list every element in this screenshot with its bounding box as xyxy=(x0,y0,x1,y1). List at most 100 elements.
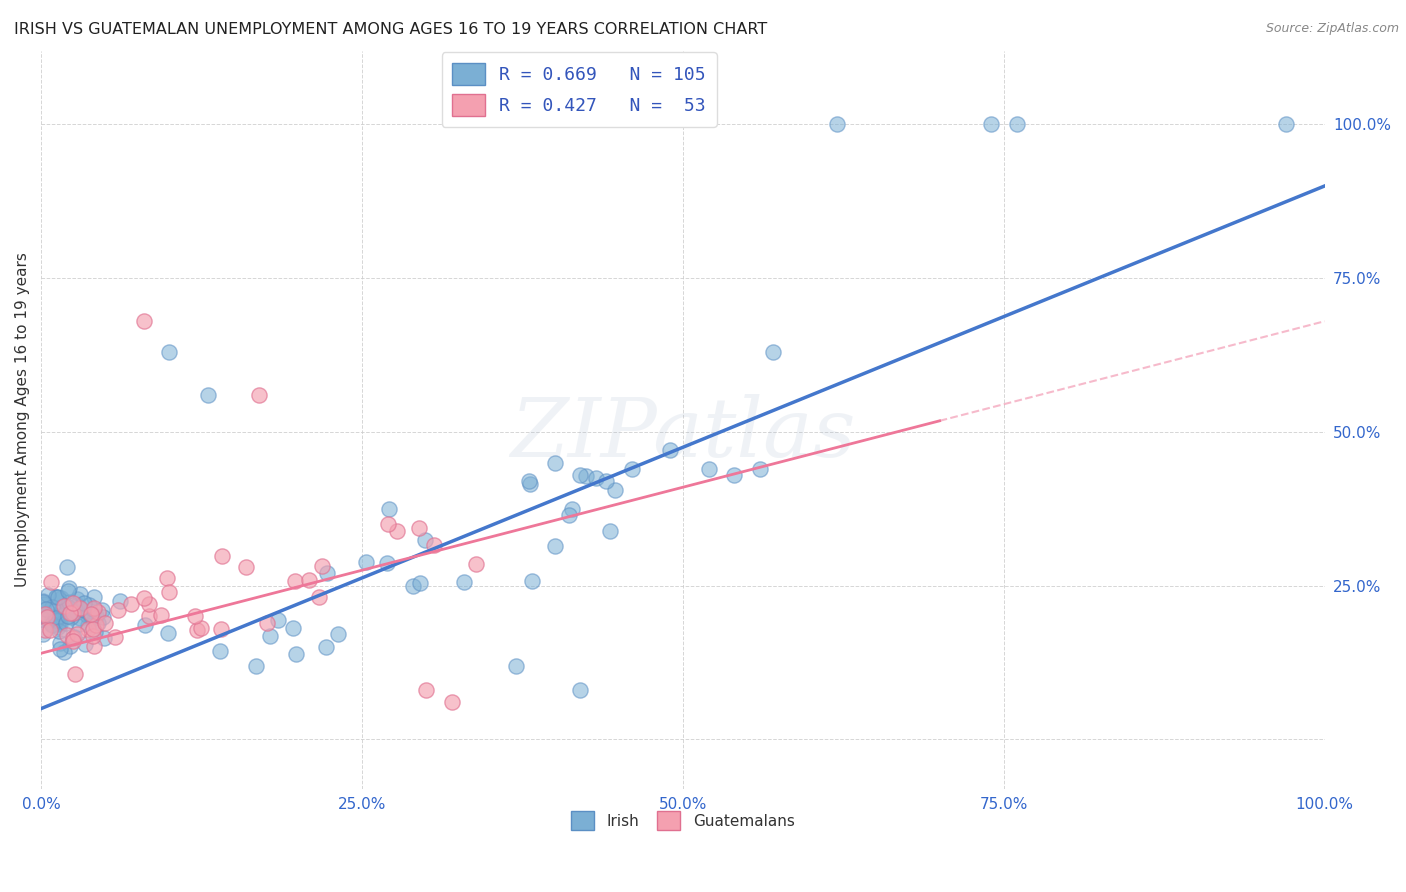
Point xyxy=(245,659,267,673)
Point xyxy=(39,624,62,638)
Point xyxy=(41,613,63,627)
Point xyxy=(41,618,63,632)
Point xyxy=(517,474,540,488)
Point xyxy=(415,683,437,698)
Point xyxy=(45,611,67,625)
Point xyxy=(354,555,377,569)
Point xyxy=(94,615,117,630)
Point xyxy=(84,617,107,632)
Point xyxy=(408,521,430,535)
Point xyxy=(132,314,155,328)
Point xyxy=(284,648,307,662)
Point xyxy=(45,613,67,627)
Point xyxy=(825,118,848,132)
Point xyxy=(209,622,232,636)
Point xyxy=(328,627,350,641)
Point xyxy=(138,597,160,611)
Point xyxy=(104,631,127,645)
Point xyxy=(59,605,82,619)
Point xyxy=(256,615,278,630)
Point xyxy=(37,612,59,626)
Legend: Irish, Guatemalans: Irish, Guatemalans xyxy=(565,805,800,836)
Point xyxy=(66,591,89,606)
Point xyxy=(37,588,59,602)
Point xyxy=(298,573,321,587)
Point xyxy=(595,474,617,488)
Point xyxy=(66,598,89,612)
Point xyxy=(62,633,84,648)
Point xyxy=(415,533,437,547)
Point xyxy=(748,462,770,476)
Point xyxy=(377,517,399,532)
Point xyxy=(41,600,63,615)
Point xyxy=(86,615,108,630)
Point xyxy=(59,606,82,620)
Point xyxy=(544,539,567,553)
Point xyxy=(259,629,281,643)
Point xyxy=(440,695,463,709)
Point xyxy=(80,609,103,624)
Point xyxy=(585,471,607,485)
Point xyxy=(76,608,98,623)
Point xyxy=(69,587,91,601)
Point xyxy=(620,462,643,476)
Point xyxy=(107,603,129,617)
Point xyxy=(569,683,592,698)
Point xyxy=(697,462,720,476)
Point xyxy=(51,599,73,614)
Point xyxy=(51,603,73,617)
Point xyxy=(39,575,62,590)
Point xyxy=(156,570,179,584)
Point xyxy=(46,590,69,604)
Point xyxy=(69,611,91,625)
Point xyxy=(91,610,114,624)
Point xyxy=(49,591,72,606)
Point xyxy=(58,581,80,595)
Point xyxy=(505,658,527,673)
Point xyxy=(561,502,583,516)
Point xyxy=(69,602,91,616)
Point xyxy=(311,559,333,574)
Point xyxy=(82,622,104,636)
Point xyxy=(62,606,84,620)
Point xyxy=(48,624,70,638)
Point xyxy=(67,617,90,632)
Point xyxy=(48,642,70,657)
Point xyxy=(34,607,56,621)
Point xyxy=(519,477,541,491)
Point xyxy=(35,602,58,616)
Point xyxy=(184,609,207,624)
Point xyxy=(575,468,598,483)
Point xyxy=(56,628,79,642)
Point xyxy=(66,605,89,619)
Point xyxy=(603,483,626,497)
Point xyxy=(308,591,330,605)
Point xyxy=(55,560,77,574)
Point xyxy=(49,636,72,650)
Point xyxy=(76,618,98,632)
Point xyxy=(190,621,212,635)
Point xyxy=(48,615,70,629)
Point xyxy=(569,467,592,482)
Point xyxy=(159,345,181,359)
Point xyxy=(69,601,91,615)
Point xyxy=(75,636,97,650)
Point xyxy=(45,590,67,604)
Point xyxy=(208,643,231,657)
Point xyxy=(41,617,63,632)
Point xyxy=(267,613,290,627)
Point xyxy=(86,605,108,619)
Point xyxy=(281,621,304,635)
Point xyxy=(316,566,339,581)
Y-axis label: Unemployment Among Ages 16 to 19 years: Unemployment Among Ages 16 to 19 years xyxy=(15,252,30,587)
Point xyxy=(1275,118,1298,132)
Text: ZIPatlas: ZIPatlas xyxy=(510,394,856,475)
Point xyxy=(65,626,87,640)
Point xyxy=(247,388,270,402)
Point xyxy=(284,574,307,588)
Point xyxy=(108,593,131,607)
Point xyxy=(34,623,56,637)
Point xyxy=(409,576,432,591)
Point xyxy=(46,620,69,634)
Point xyxy=(543,456,565,470)
